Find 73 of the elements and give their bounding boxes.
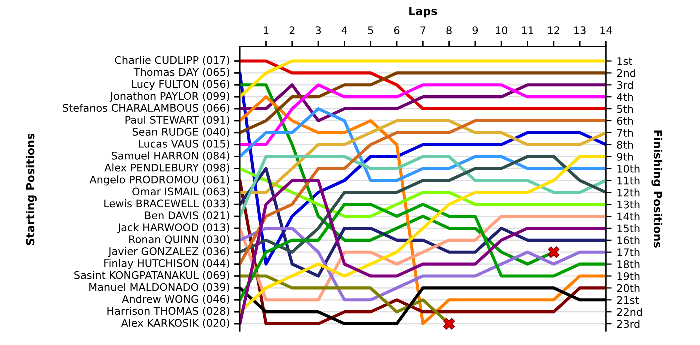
line-series bbox=[240, 119, 606, 266]
text: Jonathon PAYLOR (099) bbox=[110, 92, 230, 102]
line-series bbox=[240, 119, 606, 194]
text: Starting Positions bbox=[26, 134, 37, 246]
text: Sasint KONGPATANAKUL (069) bbox=[74, 271, 230, 281]
text: Lucy FULTON (056) bbox=[132, 80, 230, 90]
text: Harrison THOMAS (028) bbox=[108, 307, 230, 316]
y2-tick-label: 10th bbox=[618, 164, 640, 173]
y2-tick-label: 23rd bbox=[617, 320, 640, 328]
x-tick-label: 4 bbox=[342, 26, 348, 34]
text: Paul STEWART (091) bbox=[126, 116, 230, 126]
text: Thomas DAY (065) bbox=[134, 68, 230, 78]
y2-tick-label: 3rd bbox=[617, 81, 634, 90]
y2-tick-label: 22nd bbox=[617, 308, 642, 316]
y2-tick-label: 1st bbox=[618, 58, 633, 66]
text: Ben DAVIS (021) bbox=[146, 212, 230, 221]
x-tick-label: 12 bbox=[548, 26, 560, 34]
x-axis-title: Laps bbox=[410, 7, 438, 18]
x-tick-label: 5 bbox=[368, 26, 374, 34]
text: Finlay HUTCHISON (044) bbox=[104, 259, 230, 270]
y2-tick-label: 7th bbox=[617, 128, 634, 137]
y2-tick-label: 16th bbox=[618, 236, 640, 245]
text: Manuel MALDONADO (039) bbox=[90, 283, 230, 292]
y2-tick-label: 15th bbox=[618, 224, 640, 233]
y2-tick-label: 5th bbox=[617, 105, 634, 114]
text: Ronan QUINN (030) bbox=[130, 235, 230, 245]
y2-tick-label: 6th bbox=[617, 117, 634, 126]
x-tick-label: 2 bbox=[290, 26, 295, 34]
y2-tick-label: 9th bbox=[617, 152, 634, 161]
text: Lucas VAUS (015) bbox=[139, 140, 230, 150]
y2-tick-label: 17th bbox=[618, 248, 640, 256]
x-tick-label: 7 bbox=[420, 26, 426, 34]
y2-tick-label: 2nd bbox=[617, 69, 636, 78]
line-series bbox=[240, 84, 606, 146]
line-series bbox=[240, 84, 606, 123]
x-tick-label: 9 bbox=[472, 26, 478, 34]
text: Stefanos CHARALAMBOUS (066) bbox=[63, 104, 230, 114]
x-tick-label: 11 bbox=[522, 26, 534, 34]
text: Charlie CUDLIPP (017) bbox=[115, 56, 230, 66]
x-tick-label: 14 bbox=[600, 26, 612, 34]
x-tick-label: 13 bbox=[574, 26, 586, 34]
line-series bbox=[240, 108, 606, 182]
line-series bbox=[240, 60, 606, 111]
line-series bbox=[240, 155, 606, 314]
text: Omar ISMAIL (063) bbox=[132, 188, 230, 197]
y2-tick-label: 8th bbox=[617, 140, 634, 149]
line-series bbox=[240, 72, 606, 134]
text: Lewis BRACEWELL (033) bbox=[104, 200, 230, 209]
text: Sean RUDGE (040) bbox=[132, 128, 230, 138]
y2-tick-label: 11th bbox=[618, 176, 640, 185]
text: Samuel HARRON (084) bbox=[112, 152, 230, 162]
x-tick-label: 3 bbox=[316, 26, 322, 34]
line-series bbox=[240, 155, 606, 254]
x-tick-label: 10 bbox=[496, 26, 508, 34]
x-tick-label: 6 bbox=[394, 26, 400, 34]
y2-tick-label: 4th bbox=[617, 93, 634, 102]
y2-tick-label: 20th bbox=[617, 284, 640, 292]
y2-axis-title: Finishing Positions bbox=[652, 130, 663, 248]
y2-tick-label: 12th bbox=[618, 188, 640, 197]
text: Javier GONZALEZ (036) bbox=[108, 247, 230, 258]
y2-tick-label: 19th bbox=[618, 272, 640, 280]
y2-tick-label: 18th bbox=[618, 260, 640, 268]
text: Alex KARKOSIK (020) bbox=[121, 318, 230, 328]
text: Jack HARWOOD (013) bbox=[117, 223, 230, 234]
y2-tick-label: 21st bbox=[617, 296, 640, 304]
x-tick-label: 1 bbox=[264, 26, 269, 34]
text: Alex PENDLEBURY (098) bbox=[104, 164, 230, 173]
y2-tick-label: 13th bbox=[618, 200, 640, 209]
text: Andrew WONG (046) bbox=[122, 295, 230, 304]
text: Angelo PRODROMOU (061) bbox=[90, 176, 230, 186]
line-series bbox=[240, 155, 606, 218]
y2-tick-label: 14th bbox=[618, 212, 640, 220]
x-tick-label: 8 bbox=[446, 26, 452, 34]
